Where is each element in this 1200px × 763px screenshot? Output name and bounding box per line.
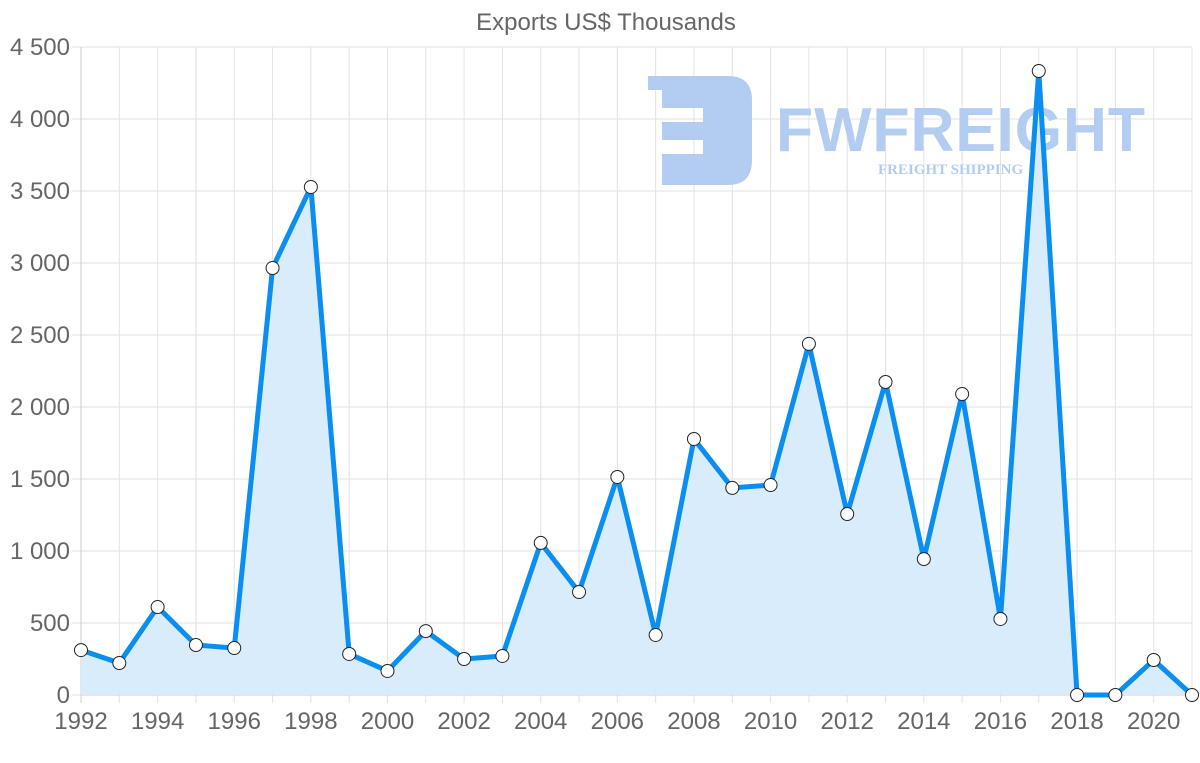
area-fill	[81, 71, 1192, 696]
data-point[interactable]	[993, 611, 1008, 626]
x-tick-label: 1998	[284, 708, 337, 735]
data-point[interactable]	[801, 336, 816, 351]
data-point[interactable]	[878, 374, 893, 389]
x-tick-label: 1996	[208, 708, 261, 735]
chart-title: Exports US$ Thousands	[476, 9, 736, 36]
y-tick-label: 4 500	[10, 34, 70, 61]
x-axis: 1992 1994 1996 1998 2000 2002 2004 2006 2008 2010…	[54, 694, 1192, 735]
watermark-brand: FWFREIGHT	[776, 96, 1146, 165]
data-point[interactable]	[188, 638, 203, 653]
x-tick-label: 2002	[437, 708, 490, 735]
x-tick-label: 2016	[974, 708, 1027, 735]
data-point[interactable]	[763, 478, 778, 493]
data-point[interactable]	[265, 261, 280, 276]
x-tick-label: 2018	[1050, 708, 1103, 735]
data-point[interactable]	[1031, 64, 1046, 79]
y-axis: 0 500 1 000 1 500 2 000 2 500 3 000 3 500 4 000 4…	[10, 34, 82, 709]
x-tick-label: 2010	[744, 708, 797, 735]
data-point[interactable]	[1146, 653, 1161, 668]
x-tick-label: 1992	[54, 708, 107, 735]
data-point[interactable]	[303, 179, 318, 194]
fwfreight-logo-icon	[648, 76, 752, 185]
data-point[interactable]	[686, 431, 701, 446]
data-point[interactable]	[916, 552, 931, 567]
data-point[interactable]	[495, 648, 510, 663]
y-tick-label: 1 000	[10, 538, 70, 565]
y-tick-label: 1 500	[10, 466, 70, 493]
data-point[interactable]	[1070, 688, 1085, 702]
y-tick-label: 3 500	[10, 178, 70, 205]
x-tick-label: 2004	[514, 708, 567, 735]
data-point[interactable]	[725, 480, 740, 495]
data-point[interactable]	[227, 641, 242, 656]
x-tick-label: 2014	[897, 708, 950, 735]
x-tick-label: 2012	[821, 708, 874, 735]
data-point[interactable]	[112, 656, 127, 671]
data-point[interactable]	[572, 585, 587, 600]
data-point[interactable]	[457, 652, 472, 666]
data-point[interactable]	[840, 506, 855, 521]
data-point[interactable]	[533, 535, 548, 550]
data-point[interactable]	[380, 663, 395, 678]
data-point[interactable]	[648, 627, 663, 642]
y-tick-label: 2 500	[10, 322, 70, 349]
y-tick-label: 0	[57, 682, 70, 709]
data-point[interactable]	[150, 600, 165, 615]
watermark-tagline: FREIGHT SHIPPING	[878, 162, 1023, 178]
x-tick-label: 2008	[667, 708, 720, 735]
y-tick-label: 2 000	[10, 394, 70, 421]
data-point[interactable]	[955, 387, 970, 402]
x-tick-label: 2000	[361, 708, 414, 735]
data-point[interactable]	[342, 646, 357, 661]
data-point[interactable]	[74, 643, 88, 658]
y-tick-label: 500	[30, 610, 70, 637]
data-points	[74, 64, 1199, 702]
x-tick-label: 1994	[131, 708, 184, 735]
data-line	[80, 68, 1194, 698]
data-point[interactable]	[1185, 688, 1199, 702]
data-point[interactable]	[418, 624, 433, 639]
x-tick-label: 2006	[591, 708, 644, 735]
x-tick-label: 2020	[1127, 708, 1180, 735]
data-point[interactable]	[610, 469, 625, 484]
y-tick-label: 4 000	[10, 106, 70, 133]
watermark-logo: FWFREIGHT FREIGHT SHIPPING	[648, 76, 1146, 185]
y-tick-label: 3 000	[10, 250, 70, 277]
data-point[interactable]	[1108, 688, 1123, 702]
